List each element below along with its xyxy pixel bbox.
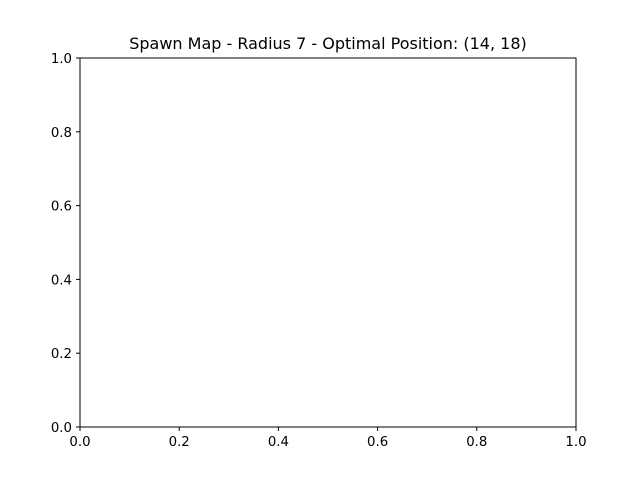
x-tick-label: 0.0 (69, 435, 90, 450)
x-tick-label: 0.6 (367, 435, 388, 450)
y-tick-label: 1.0 (51, 52, 72, 67)
y-axis: 0.0 0.2 0.4 0.6 0.8 1.0 (51, 52, 80, 436)
chart-title: Spawn Map - Radius 7 - Optimal Position:… (129, 34, 527, 53)
x-tick-label: 0.4 (268, 435, 289, 450)
x-axis: 0.0 0.2 0.4 0.6 0.8 1.0 (69, 427, 587, 450)
x-tick-label: 0.2 (169, 435, 190, 450)
y-tick-label: 0.6 (51, 200, 72, 215)
x-tick-label: 0.8 (466, 435, 487, 450)
y-tick-label: 0.0 (51, 421, 72, 436)
axes-frame (79, 57, 577, 428)
y-tick-label: 0.2 (51, 347, 72, 362)
y-tick-label: 0.4 (51, 273, 72, 288)
x-tick-label: 1.0 (565, 435, 586, 450)
y-tick-label: 0.8 (51, 126, 72, 141)
plot-area (79, 57, 577, 428)
